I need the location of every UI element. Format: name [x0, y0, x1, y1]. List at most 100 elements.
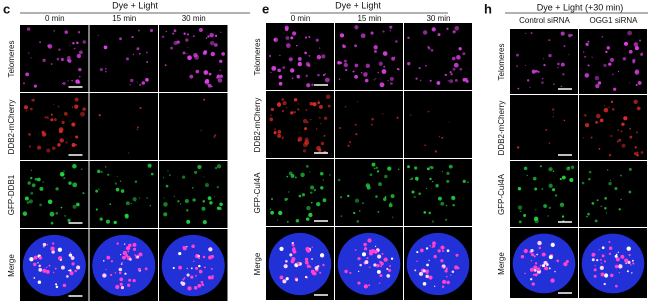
focus	[136, 255, 140, 259]
focus	[419, 79, 422, 82]
focus	[568, 33, 572, 38]
focus	[561, 175, 566, 180]
focus	[585, 123, 590, 128]
focus	[430, 48, 434, 52]
focus	[456, 266, 460, 270]
focus	[195, 69, 200, 74]
focus	[383, 65, 386, 68]
focus	[383, 197, 387, 202]
focus	[38, 264, 41, 268]
focus	[376, 264, 380, 268]
focus	[203, 266, 206, 269]
focus	[100, 170, 103, 174]
focus	[132, 53, 135, 55]
focus	[131, 35, 134, 39]
focus	[347, 144, 350, 147]
focus	[626, 270, 629, 273]
focus	[69, 271, 74, 276]
focus	[444, 269, 448, 273]
focus	[219, 74, 224, 79]
focus	[95, 189, 99, 193]
focus	[28, 133, 31, 136]
focus	[532, 273, 536, 276]
focus	[119, 282, 123, 286]
micrograph	[404, 159, 472, 226]
focus	[523, 166, 528, 171]
focus	[309, 101, 313, 106]
panel-label: c	[3, 1, 10, 16]
focus	[387, 80, 389, 82]
focus	[608, 62, 612, 66]
focus	[363, 247, 368, 251]
row-label: Telomeres	[253, 39, 262, 76]
focus	[628, 253, 631, 257]
focus	[567, 166, 571, 169]
focus	[424, 144, 427, 147]
focus	[46, 148, 51, 153]
micrograph	[89, 93, 158, 160]
focus	[120, 189, 125, 193]
focus	[636, 153, 639, 157]
focus	[552, 112, 555, 114]
focus	[202, 200, 205, 203]
focus	[31, 99, 33, 101]
focus	[641, 52, 643, 54]
focus	[610, 100, 614, 104]
focus	[296, 261, 300, 265]
panel-label: e	[262, 1, 269, 16]
focus	[550, 242, 555, 248]
focus	[192, 198, 196, 202]
focus	[145, 77, 149, 82]
focus	[451, 56, 456, 61]
focus	[68, 253, 73, 257]
focus	[285, 277, 289, 281]
focus	[441, 285, 445, 289]
focus	[191, 244, 195, 249]
column-label: OGG1 siRNA	[589, 16, 638, 25]
focus	[291, 243, 295, 247]
micrograph	[579, 161, 647, 227]
image-background	[89, 93, 158, 160]
focus	[415, 77, 418, 80]
focus	[294, 176, 297, 179]
focus	[433, 254, 437, 259]
focus	[374, 245, 377, 247]
focus	[374, 77, 377, 80]
focus	[75, 135, 79, 139]
focus	[559, 177, 562, 181]
focus	[162, 177, 165, 179]
focus	[82, 192, 85, 195]
focus	[322, 198, 327, 203]
focus	[591, 258, 595, 262]
focus	[76, 202, 80, 207]
focus	[604, 206, 607, 210]
focus	[440, 245, 445, 250]
row-label: Merge	[497, 252, 506, 275]
focus	[42, 58, 46, 63]
focus	[595, 83, 600, 89]
focus	[390, 194, 395, 199]
focus	[422, 281, 427, 286]
focus	[104, 70, 107, 73]
focus	[149, 205, 152, 207]
focus	[440, 259, 444, 263]
focus	[216, 164, 222, 169]
focus	[524, 32, 527, 35]
focus	[308, 36, 311, 39]
focus	[422, 269, 426, 273]
focus	[82, 40, 87, 44]
focus	[274, 128, 277, 131]
focus	[186, 273, 190, 277]
focus	[219, 59, 223, 63]
focus	[214, 134, 217, 137]
focus	[569, 177, 574, 183]
focus	[548, 167, 553, 172]
focus	[198, 264, 201, 268]
micrograph	[159, 161, 228, 228]
focus	[606, 169, 609, 171]
focus	[595, 113, 601, 119]
focus	[337, 178, 341, 182]
focus	[627, 260, 631, 264]
focus	[614, 284, 618, 288]
focus	[599, 265, 604, 271]
